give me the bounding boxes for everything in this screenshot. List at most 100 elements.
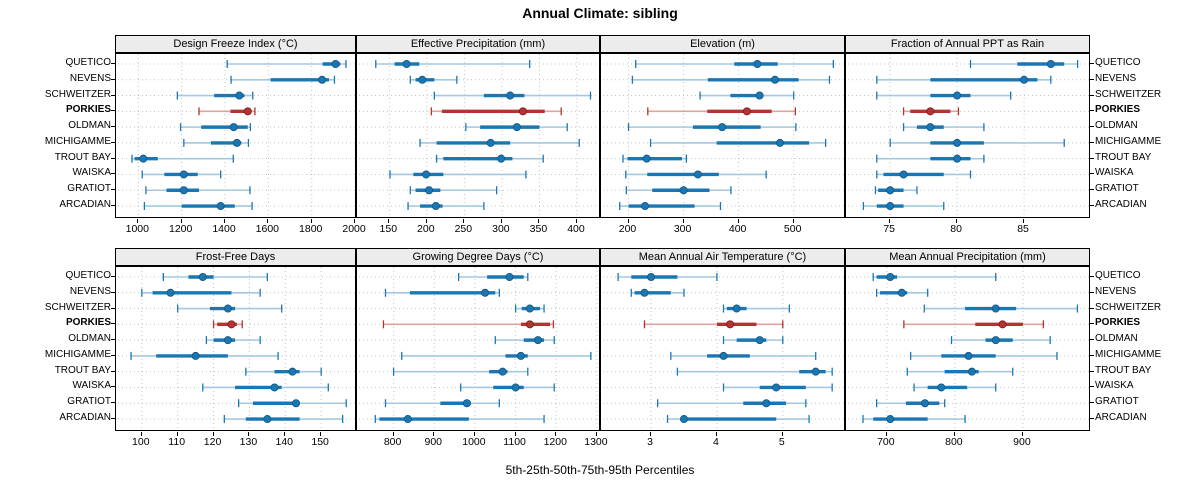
median-dot — [998, 320, 1007, 329]
percentile-marker-arcadian — [407, 202, 485, 211]
x-tick-mark — [781, 432, 783, 436]
median-dot — [719, 351, 728, 360]
percentile-marker-waiska — [202, 383, 329, 392]
x-tick-mark — [248, 432, 250, 436]
y-tick-right — [1090, 110, 1094, 112]
y-tick-left — [111, 78, 115, 80]
x-axis-mean-annual-precipitation-mm: 700 800 900 — [845, 432, 1090, 452]
panel-plot-mean-annual-air-temperature-c — [600, 266, 845, 431]
percentile-marker-waiska — [876, 170, 972, 179]
median-dot — [462, 399, 471, 408]
median-dot — [191, 351, 200, 360]
site-label-left-waiska: WAISKA — [72, 167, 111, 179]
site-label-right-oldman: OLDMAN — [1095, 120, 1138, 132]
x-tick-mark — [514, 432, 516, 436]
x-tick-mark — [538, 219, 540, 223]
median-dot — [772, 383, 781, 392]
percentile-marker-michigamme — [130, 351, 279, 360]
panel-strip-label: Effective Precipitation (mm) — [410, 38, 546, 50]
y-tick-left — [111, 94, 115, 96]
median-dot — [232, 138, 241, 147]
median-dot — [263, 415, 272, 424]
median-dot — [179, 170, 188, 179]
median-dot — [742, 107, 751, 116]
site-label-left-trout-bay: TROUT BAY — [54, 364, 111, 376]
median-dot — [886, 415, 895, 424]
y-tick-left — [111, 141, 115, 143]
median-dot — [518, 107, 527, 116]
percentile-marker-quetico — [969, 60, 1079, 68]
x-tick-label: 3 — [647, 436, 653, 448]
x-tick-mark — [1021, 432, 1023, 436]
percentile-marker-arcadian — [862, 415, 966, 424]
median-dot — [897, 288, 906, 297]
median-dot — [516, 351, 525, 360]
site-label-left-oldman: OLDMAN — [68, 333, 111, 345]
percentile-marker-oldman — [902, 123, 985, 132]
percentile-marker-oldman — [722, 336, 784, 345]
x-tick-label: 1100 — [503, 436, 526, 448]
y-tick-right — [1090, 78, 1094, 80]
y-tick-right — [1090, 354, 1094, 356]
percentile-marker-porkies — [903, 320, 1045, 329]
percentile-marker-michigamme — [649, 138, 827, 147]
site-label-right-arcadian: ARCADIAN — [1095, 199, 1147, 211]
site-label-left-schweitzer: SCHWEITZER — [44, 88, 111, 100]
percentile-marker-oldman — [179, 123, 252, 132]
median-dot — [403, 415, 412, 424]
median-dot — [991, 304, 1000, 313]
x-tick-label: 400 — [567, 223, 585, 235]
median-dot — [647, 273, 656, 281]
x-tick-label: 110 — [168, 436, 186, 448]
site-label-right-schweitzer: SCHWEITZER — [1095, 88, 1162, 100]
y-tick-right — [1090, 291, 1094, 293]
site-label-left-porkies: PORKIES — [65, 104, 111, 116]
x-axis-fraction-of-annual-ppt-as-rain: 75 80 85 — [845, 219, 1090, 239]
x-tick-label: 800 — [945, 436, 963, 448]
percentile-marker-waiska — [913, 383, 997, 392]
x-tick-mark — [140, 432, 142, 436]
x-tick-mark — [627, 219, 629, 223]
site-label-right-porkies: PORKIES — [1095, 104, 1141, 116]
percentile-marker-trout-bay — [906, 367, 1014, 376]
site-label-right-arcadian: ARCADIAN — [1095, 412, 1147, 424]
median-dot — [640, 288, 649, 297]
x-tick-label: 1000 — [125, 223, 149, 235]
median-dot — [755, 91, 764, 100]
x-tick-mark — [176, 432, 178, 436]
percentile-marker-porkies — [212, 320, 243, 329]
percentile-marker-schweitzer — [177, 304, 283, 313]
x-tick-mark — [212, 432, 214, 436]
y-tick-left — [111, 370, 115, 372]
x-tick-label: 80 — [950, 223, 962, 235]
site-label-left-gratiot: GRATIOT — [67, 396, 111, 408]
panel-strip-label: Design Freeze Index (°C) — [173, 38, 298, 50]
median-dot — [718, 123, 727, 132]
x-tick-mark — [885, 432, 887, 436]
median-dot — [227, 320, 236, 329]
y-tick-left — [111, 205, 115, 207]
percentile-marker-trout-bay — [435, 154, 544, 163]
x-tick-label: 85 — [1017, 223, 1029, 235]
percentile-marker-gratiot — [625, 186, 732, 195]
x-tick-mark — [737, 219, 739, 223]
y-tick-right — [1090, 418, 1094, 420]
median-dot — [753, 60, 762, 68]
percentile-marker-oldman — [950, 336, 1051, 345]
percentile-marker-porkies — [902, 107, 960, 116]
panel-strip-frost-free-days: Frost-Free Days — [115, 248, 356, 266]
median-dot — [229, 123, 238, 132]
x-tick-label: 300 — [673, 223, 692, 235]
panel-plot-fraction-of-annual-ppt-as-rain — [845, 53, 1090, 218]
percentile-marker-oldman — [465, 123, 568, 132]
median-dot — [967, 367, 976, 376]
percentile-marker-trout-bay — [245, 367, 322, 376]
x-tick-mark — [650, 432, 652, 436]
x-tick-mark — [180, 219, 182, 223]
x-tick-mark — [555, 432, 557, 436]
median-dot — [726, 320, 735, 329]
percentile-marker-quetico — [458, 273, 529, 281]
median-dot — [732, 304, 741, 313]
percentile-marker-waiska — [460, 383, 555, 392]
median-dot — [926, 107, 935, 116]
